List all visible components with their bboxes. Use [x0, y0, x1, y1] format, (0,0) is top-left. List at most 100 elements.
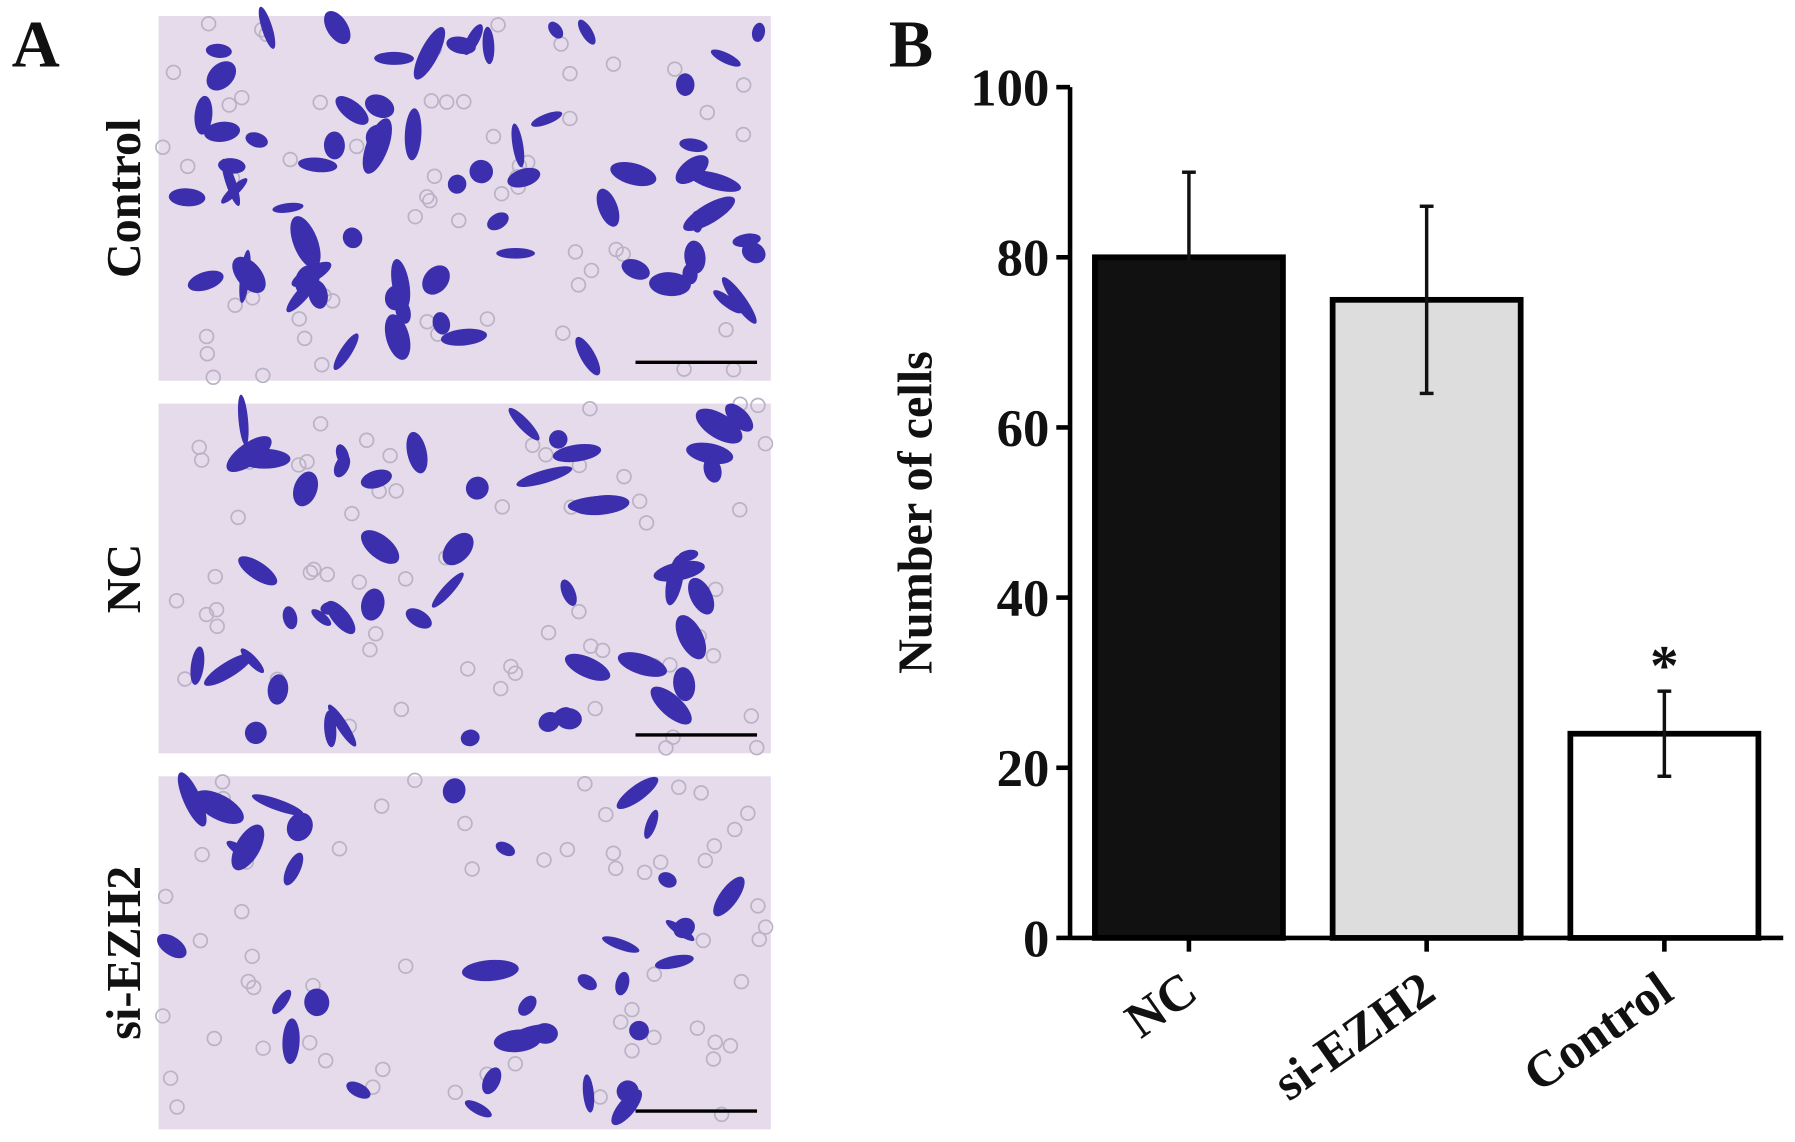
cell [567, 495, 627, 514]
pore [695, 932, 711, 949]
cell [725, 403, 754, 432]
cell [577, 974, 597, 991]
cell [482, 1067, 502, 1095]
pore [587, 700, 603, 717]
pore [457, 815, 473, 832]
cell [621, 258, 650, 280]
image-label: si-EZH2 [98, 866, 151, 1040]
pore [577, 776, 593, 792]
cell [464, 1100, 492, 1118]
cell [658, 872, 677, 888]
pore [319, 566, 336, 583]
error-bar [1182, 170, 1196, 345]
cell [311, 609, 332, 626]
pore [705, 1051, 722, 1067]
pore [208, 602, 225, 618]
pore [301, 1034, 318, 1051]
pore [393, 701, 410, 718]
pore [494, 499, 511, 515]
pore [757, 919, 774, 935]
cell [577, 19, 596, 45]
cell [282, 1018, 300, 1065]
pore [299, 454, 315, 470]
pore [749, 739, 765, 756]
bar [1329, 296, 1524, 941]
bar [1092, 254, 1286, 941]
pore [460, 661, 476, 677]
significance-mark: * [1650, 634, 1679, 697]
cell [431, 572, 464, 608]
cell [406, 431, 428, 474]
pore [735, 77, 752, 93]
micrograph [155, 6, 771, 385]
pore [536, 852, 552, 868]
pore [707, 1034, 723, 1050]
cell [673, 667, 696, 702]
cell [282, 606, 298, 630]
pore [362, 641, 378, 658]
pore [562, 110, 578, 127]
pore [485, 128, 502, 145]
pore [699, 104, 716, 121]
pore [438, 94, 455, 110]
pore [244, 948, 260, 965]
cell [469, 159, 494, 184]
pore [205, 369, 222, 385]
pore [157, 888, 174, 905]
pore [255, 1040, 271, 1056]
pore [397, 958, 414, 974]
pore [373, 798, 390, 814]
pore [658, 740, 674, 756]
pore [693, 785, 709, 801]
pore [638, 515, 655, 531]
cell [258, 6, 276, 49]
cell [304, 988, 330, 1017]
pore [540, 624, 557, 641]
cell [511, 123, 525, 168]
cell [495, 841, 516, 857]
cell [360, 530, 400, 564]
pore [456, 94, 472, 110]
cell [695, 408, 743, 444]
cell [654, 954, 694, 970]
pore [757, 435, 774, 452]
cell [531, 111, 563, 127]
pore [646, 1029, 662, 1046]
y-tick-label: 80 [997, 230, 1050, 288]
pore [407, 772, 423, 789]
cell [741, 241, 766, 264]
cell [326, 600, 356, 635]
cell [616, 1080, 639, 1103]
cell [335, 96, 369, 125]
cell [267, 674, 289, 705]
cell [324, 10, 351, 45]
cell [564, 653, 611, 681]
cell [283, 852, 304, 886]
pore [671, 779, 687, 795]
pore [423, 93, 440, 109]
pore [559, 841, 576, 858]
y-tick-label: 0 [1023, 910, 1049, 968]
cell [333, 454, 351, 478]
pore [705, 648, 722, 664]
pore [179, 158, 196, 175]
cell [190, 646, 205, 685]
cell [688, 170, 741, 192]
pore [562, 65, 578, 82]
cell [237, 394, 249, 446]
cell [675, 615, 707, 660]
pore [447, 1084, 464, 1101]
cell [323, 131, 345, 160]
cell [194, 95, 213, 135]
panel-label: A [12, 9, 60, 82]
pore [419, 189, 435, 205]
pore [612, 1014, 629, 1030]
cell [364, 94, 395, 119]
pore [200, 15, 217, 32]
pore [388, 483, 404, 499]
cell [342, 227, 363, 249]
cell [251, 794, 304, 816]
pore [255, 367, 271, 384]
cell [511, 1024, 556, 1046]
